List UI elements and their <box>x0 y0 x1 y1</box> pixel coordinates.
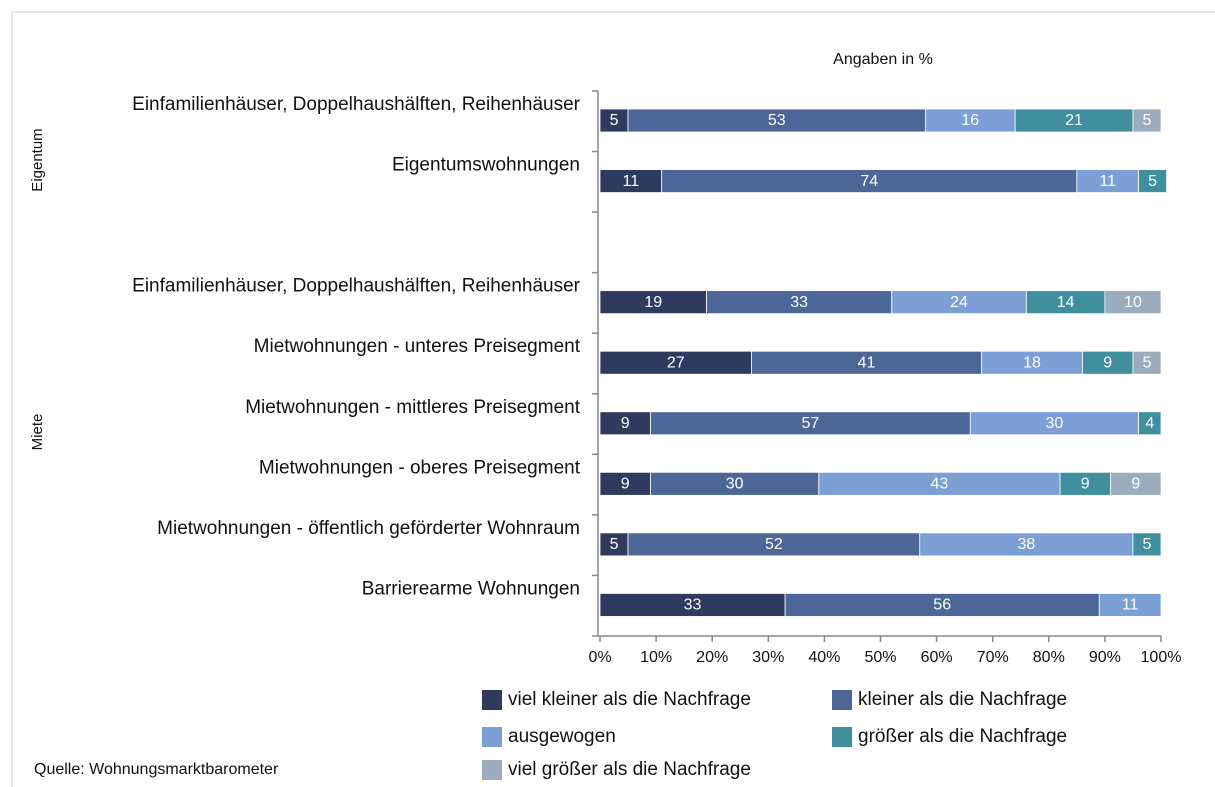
value-label: 14 <box>1057 294 1075 311</box>
legend-label: kleiner als die Nachfrage <box>858 689 1067 710</box>
value-label: 4 <box>1145 415 1154 432</box>
x-tick-label: 30% <box>752 649 784 666</box>
value-label: 18 <box>1023 354 1041 371</box>
category-label: Eigentumswohnungen <box>392 155 580 176</box>
category-label: Mietwohnungen - oberes Preisegment <box>259 457 581 478</box>
frame <box>11 11 1215 787</box>
category-label: Barrierearme Wohnungen <box>362 578 580 599</box>
bar-segment <box>1132 108 1162 133</box>
source-note: Quelle: Wohnungsmarktbarometer <box>34 761 279 778</box>
bar-segment <box>1104 290 1162 315</box>
x-tick-label: 40% <box>808 649 840 666</box>
value-label: 9 <box>621 476 630 493</box>
x-tick-label: 60% <box>921 649 953 666</box>
value-label: 30 <box>726 476 744 493</box>
value-label: 5 <box>1148 173 1157 190</box>
value-label: 10 <box>1124 294 1142 311</box>
bar-segment <box>1110 471 1162 496</box>
legend-swatch <box>832 690 852 710</box>
x-tick-label: 10% <box>640 649 672 666</box>
legend-swatch <box>832 727 852 747</box>
value-label: 30 <box>1046 415 1064 432</box>
value-label: 57 <box>801 415 819 432</box>
value-label: 11 <box>1099 173 1116 190</box>
value-label: 19 <box>644 294 662 311</box>
legend-swatch <box>482 727 502 747</box>
x-tick-label: 90% <box>1089 649 1121 666</box>
value-label: 16 <box>961 112 979 129</box>
value-label: 5 <box>1143 354 1152 371</box>
value-label: 27 <box>667 354 685 371</box>
value-label: 56 <box>933 597 951 614</box>
legend-label: größer als die Nachfrage <box>858 726 1067 747</box>
value-label: 9 <box>621 415 630 432</box>
value-label: 53 <box>768 112 786 129</box>
bar-segment <box>1138 411 1162 436</box>
unit-note: Angaben in % <box>833 51 933 68</box>
legend-swatch <box>482 760 502 780</box>
bar-segment <box>1132 350 1162 375</box>
value-label: 43 <box>931 476 949 493</box>
legend-swatch <box>482 690 502 710</box>
category-label: Einfamilienhäuser, Doppelhaushälften, Re… <box>132 94 581 115</box>
legend-label: viel kleiner als die Nachfrage <box>508 689 751 710</box>
value-label: 33 <box>790 294 808 311</box>
bar-segment <box>1138 169 1168 193</box>
category-label: Mietwohnungen - mittleres Preisegment <box>245 397 580 418</box>
x-tick-label: 80% <box>1033 649 1065 666</box>
legend-label: ausgewogen <box>508 726 616 747</box>
category-label: Mietwohnungen - unteres Preisegment <box>254 336 581 357</box>
x-tick-label: 20% <box>696 649 728 666</box>
category-label: Mietwohnungen - öffentlich geförderter W… <box>157 518 580 539</box>
group-label: Eigentum <box>29 128 46 191</box>
value-label: 9 <box>1131 476 1140 493</box>
legend-label: viel größer als die Nachfrage <box>508 759 751 780</box>
group-label: Miete <box>29 414 46 451</box>
bar-segment <box>1132 532 1162 557</box>
value-label: 5 <box>610 536 619 553</box>
value-label: 24 <box>950 294 968 311</box>
value-label: 5 <box>1143 536 1152 553</box>
value-label: 21 <box>1065 112 1083 129</box>
x-tick-label: 50% <box>864 649 896 666</box>
value-label: 5 <box>610 112 619 129</box>
value-label: 38 <box>1017 536 1035 553</box>
value-label: 9 <box>1103 354 1112 371</box>
value-label: 9 <box>1081 476 1090 493</box>
value-label: 5 <box>1143 112 1152 129</box>
x-tick-label: 100% <box>1141 649 1182 666</box>
value-label: 41 <box>858 354 876 371</box>
value-label: 11 <box>1122 597 1139 614</box>
value-label: 52 <box>765 536 783 553</box>
category-label: Einfamilienhäuser, Doppelhaushälften, Re… <box>132 276 581 297</box>
bar-segment <box>1098 593 1162 617</box>
x-tick-label: 0% <box>588 649 611 666</box>
value-label: 74 <box>860 173 878 190</box>
value-label: 11 <box>623 173 640 190</box>
x-tick-label: 70% <box>977 649 1009 666</box>
value-label: 33 <box>684 597 702 614</box>
